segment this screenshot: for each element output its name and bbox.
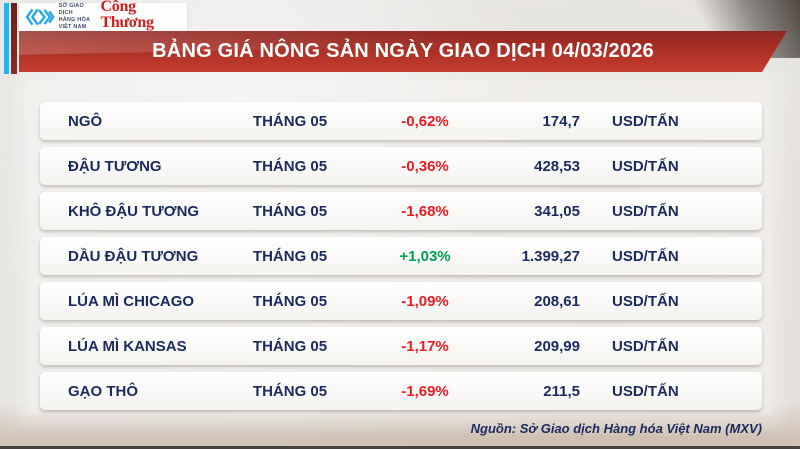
change-percent: -1,69% [401,382,449,400]
logo-bar: SỞ GIAO DỊCH HÀNG HÓA VIỆT NAM Công Thươ… [19,0,187,36]
mxv-logo-line: VIỆT NAM [58,23,87,30]
table-row: GẠO THÔ THÁNG 05 -1,69% 211,5 USD/TẤN [40,372,762,410]
change-percent: -1,17% [401,337,449,355]
commodity-name: ĐẬU TƯƠNG [68,157,162,175]
price-unit: USD/TẤN [612,157,679,175]
source-note: Nguồn: Sở Giao dịch Hàng hóa Việt Nam (M… [470,421,762,436]
page-title: BẢNG GIÁ NÔNG SẢN NGÀY GIAO DỊCH 04/03/2… [152,40,654,62]
mxv-logo-text: SỞ GIAO DỊCH HÀNG HÓA VIỆT NAM [59,3,95,31]
price-value: 208,61 [534,292,580,310]
left-accent-stripe-maroon [11,3,17,74]
table-row: NGÔ THÁNG 05 -0,62% 174,7 USD/TẤN [40,102,762,140]
contract-month: THÁNG 05 [252,247,328,265]
contract-month: THÁNG 05 [252,112,328,130]
change-percent: +1,03% [399,247,451,265]
change-percent: -0,62% [401,112,449,130]
table-row: ĐẬU TƯƠNG THÁNG 05 -0,36% 428,53 USD/TẤN [40,147,762,185]
title-banner: BẢNG GIÁ NÔNG SẢN NGÀY GIAO DỊCH 04/03/2… [19,31,787,72]
mxv-logo: SỞ GIAO DỊCH HÀNG HÓA VIỆT NAM [25,3,95,31]
change-percent: -1,68% [401,202,449,220]
commodity-name: GẠO THÔ [68,382,138,400]
commodity-name: NGÔ [68,112,103,130]
change-percent: -1,09% [401,292,449,310]
price-unit: USD/TẤN [612,202,679,220]
commodity-name: LÚA MÌ KANSAS [68,337,187,355]
price-unit: USD/TẤN [612,247,679,265]
contract-month: THÁNG 05 [252,337,328,355]
congthuong-logo-text: Công Thương [100,0,154,31]
price-value: 428,53 [534,157,580,175]
contract-month: THÁNG 05 [252,157,328,175]
change-percent: -0,36% [401,157,449,175]
price-value: 341,05 [534,202,580,220]
table-row: KHÔ ĐẬU TƯƠNG THÁNG 05 -1,68% 341,05 USD… [40,192,762,230]
bottom-border [0,446,800,449]
commodity-name: LÚA MÌ CHICAGO [68,292,195,310]
price-value: 1.399,27 [521,247,580,265]
contract-month: THÁNG 05 [252,202,328,220]
price-value: 211,5 [543,382,580,400]
mxv-logo-line: HÀNG HÓA [58,17,91,23]
price-unit: USD/TẤN [612,112,679,130]
congthuong-logo: Công Thương [101,0,181,36]
table-row: DẦU ĐẬU TƯƠNG THÁNG 05 +1,03% 1.399,27 U… [40,237,762,275]
mxv-chevrons-icon [25,8,55,26]
price-table: NGÔ THÁNG 05 -0,62% 174,7 USD/TẤN ĐẬU TƯ… [40,102,762,410]
price-unit: USD/TẤN [612,382,679,400]
left-accent-stripe-blue [4,3,9,74]
contract-month: THÁNG 05 [252,292,328,310]
mxv-logo-line: SỞ GIAO DỊCH [58,3,84,17]
table-row: LÚA MÌ CHICAGO THÁNG 05 -1,09% 208,61 US… [40,282,762,320]
contract-month: THÁNG 05 [252,382,328,400]
commodity-name: KHÔ ĐẬU TƯƠNG [68,202,200,220]
price-unit: USD/TẤN [612,292,679,310]
commodity-name: DẦU ĐẬU TƯƠNG [68,247,199,265]
price-value: 174,7 [542,112,580,130]
table-row: LÚA MÌ KANSAS THÁNG 05 -1,17% 209,99 USD… [40,327,762,365]
price-value: 209,99 [534,337,580,355]
price-unit: USD/TẤN [612,337,679,355]
